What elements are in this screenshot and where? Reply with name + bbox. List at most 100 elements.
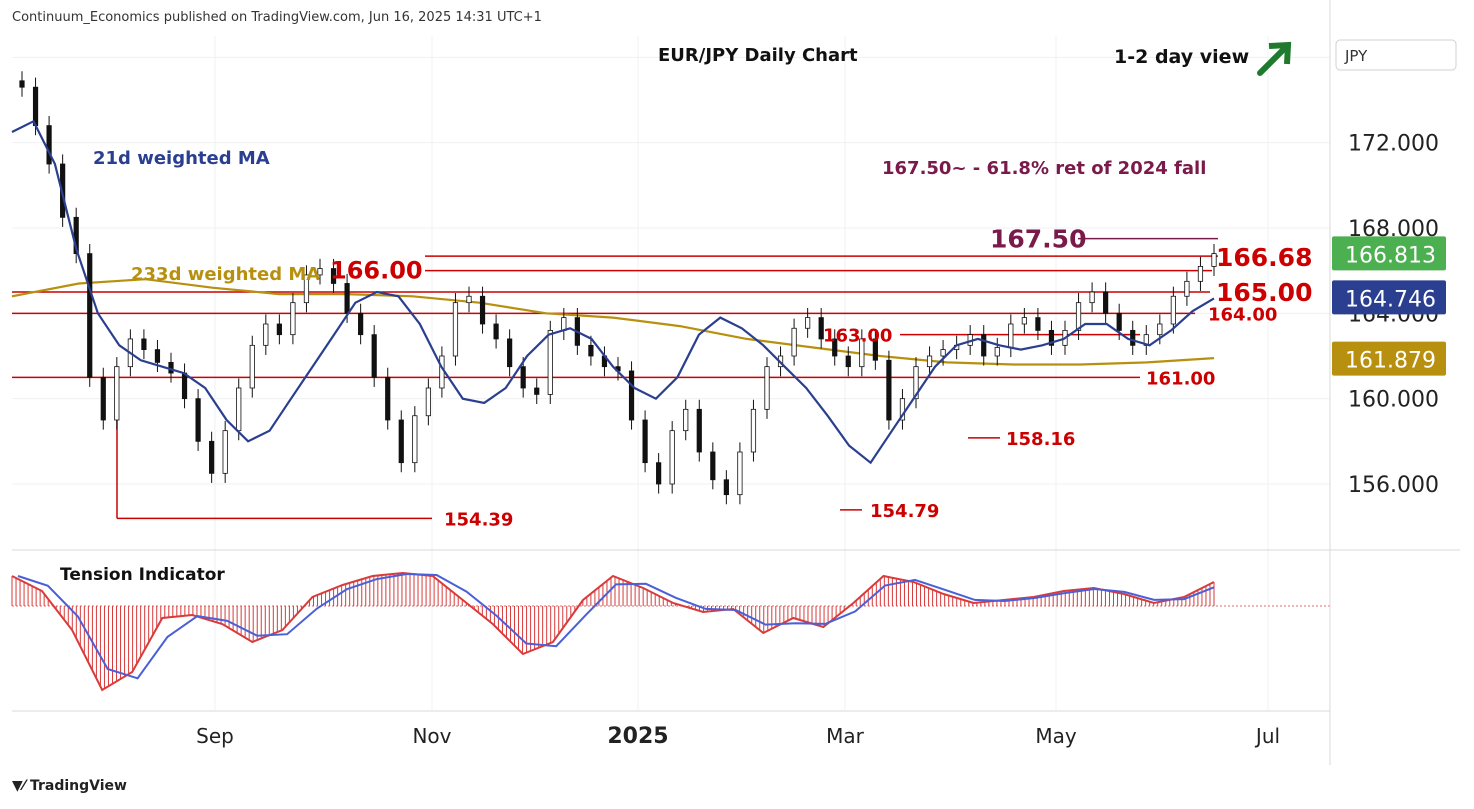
brand-logo: ▼⁄ TradingView [12, 778, 127, 794]
candle-body [1075, 302, 1082, 331]
candle-body [317, 268, 323, 276]
candle-body [683, 408, 689, 432]
candle-body [195, 398, 201, 442]
y-tick-label: 156.000 [1348, 473, 1439, 498]
candle-body [628, 370, 635, 421]
candle-body [19, 80, 25, 88]
tradingview-logo-icon: ▼⁄ [12, 778, 26, 794]
x-tick-label: Jul [1254, 724, 1280, 748]
candle-body [398, 419, 404, 464]
axes: 156.000160.000164.000168.000172.000176.0… [12, 0, 1460, 765]
candle-body [249, 344, 255, 389]
candle-body [764, 366, 770, 410]
candle-body [344, 283, 350, 314]
candle-body [872, 338, 878, 361]
candle-body [493, 323, 499, 340]
candle-body [263, 323, 269, 346]
candle-body [1116, 312, 1122, 331]
candle-body [981, 334, 987, 357]
candle-body [723, 479, 729, 496]
candle-body [1130, 329, 1136, 346]
candle-body [710, 451, 716, 481]
level-label-164-00: 164.00 [1208, 304, 1277, 325]
candle-body [154, 349, 161, 363]
candle-body [926, 355, 933, 368]
candle-body [791, 327, 797, 357]
candle-body [507, 338, 513, 368]
candle-body [222, 430, 228, 474]
candle-body [87, 253, 93, 378]
level-label-167-50: 167.50 [990, 225, 1086, 254]
x-tick-label: 2025 [607, 724, 668, 749]
tension-indicator-label: Tension Indicator [60, 565, 225, 585]
tension-line-blue [17, 572, 1215, 680]
candle-body [994, 347, 1000, 357]
candle-body [1197, 265, 1204, 282]
currency-box [1335, 39, 1457, 71]
price-tag-label: 164.746 [1345, 287, 1436, 312]
price-tag [1332, 236, 1446, 271]
grid [12, 36, 1330, 710]
chart-title: EUR/JPY Daily Chart [658, 45, 858, 66]
level-label-163-00: 163.00 [823, 326, 892, 347]
candle-body [425, 387, 431, 417]
level-label-166-00: 166.00 [330, 257, 423, 285]
candle-body [1021, 317, 1027, 325]
candle-body [805, 317, 811, 329]
level-label-166-68: 166.68 [1216, 243, 1312, 272]
ma21-label: 21d weighted MA [93, 148, 270, 169]
candle-body [479, 295, 486, 325]
candle-body [1035, 317, 1041, 331]
retracement-annotation: 167.50~ - 61.8% ret of 2024 fall [882, 158, 1206, 179]
candle-body [737, 451, 743, 496]
candle-body [439, 355, 445, 389]
ma233-line [11, 278, 1215, 366]
price-tag-label: 161.879 [1345, 349, 1436, 374]
candle-body [276, 323, 282, 336]
candle-body [913, 366, 919, 400]
level-label-165-00: 165.00 [1216, 278, 1312, 307]
candle-body [181, 372, 188, 400]
ma233-label: 233d weighted MA [131, 264, 320, 285]
candle-body [886, 359, 892, 421]
x-tick-label: Nov [412, 724, 451, 748]
candle-body [1008, 323, 1014, 348]
candle-body [358, 312, 364, 336]
price-tag [1332, 280, 1446, 315]
candle-body [656, 462, 662, 485]
candle-body [1211, 253, 1217, 267]
candle-body [696, 408, 702, 453]
currency-label: JPY [1344, 47, 1368, 65]
ma21-line [11, 119, 1215, 465]
tension-line-red [11, 571, 1215, 692]
x-tick-label: Sep [196, 724, 234, 748]
candles [19, 71, 1217, 505]
candle-body [412, 415, 418, 464]
price-tag-label: 166.813 [1345, 243, 1436, 268]
candle-body [141, 338, 147, 350]
candle-body [520, 366, 526, 389]
candle-body [940, 349, 946, 357]
y-tick-label: 172.000 [1348, 132, 1439, 157]
candle-body [1184, 280, 1190, 297]
x-tick-label: May [1035, 724, 1077, 748]
candle-body [561, 317, 567, 331]
candle-body [1103, 291, 1109, 314]
candle-body [209, 440, 215, 474]
publisher-line: Continuum_Economics published on Trading… [12, 10, 542, 25]
candle-body [46, 125, 52, 165]
candle-body [32, 86, 39, 126]
level-label-154-79: 154.79 [870, 501, 939, 522]
candle-body [452, 302, 459, 357]
candle-body [818, 317, 824, 340]
candle-body [547, 329, 553, 395]
candle-body [303, 274, 310, 304]
up-right-arrow-head-icon [1268, 41, 1292, 65]
candle-body [100, 376, 106, 421]
candle-body [330, 268, 337, 284]
candle-body [466, 295, 472, 304]
y-tick-label: 160.000 [1348, 388, 1439, 413]
levels [12, 237, 1218, 520]
candle-body [1170, 295, 1176, 325]
